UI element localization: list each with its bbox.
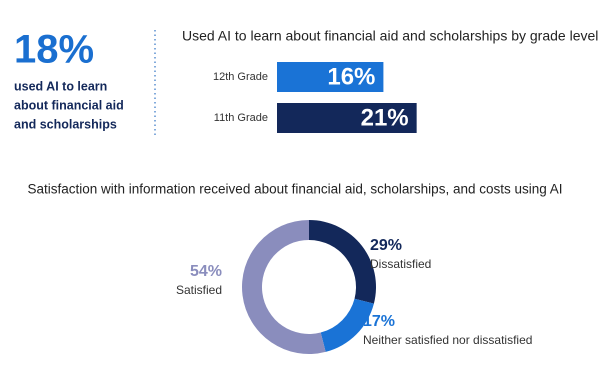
donut-slice <box>309 220 376 304</box>
bar <box>277 62 384 92</box>
highlight-text: about financial aid <box>14 98 124 112</box>
value-label: 21% <box>361 104 409 131</box>
donut-slice <box>242 220 326 354</box>
bar <box>277 103 417 133</box>
category-label: 11th Grade <box>214 112 268 124</box>
value-label: 16% <box>327 63 375 90</box>
bar-title: Used AI to learn about financial aid and… <box>182 28 598 44</box>
value-label: 29% <box>370 237 402 254</box>
donut-title: Satisfaction with information received a… <box>27 182 562 197</box>
highlight-text: and scholarships <box>14 117 117 131</box>
category-label: Dissatisfied <box>370 257 431 271</box>
highlight-figure: 18% <box>14 28 94 72</box>
value-label: 54% <box>190 263 222 280</box>
category-label: Neither satisfied nor dissatisfied <box>363 333 532 347</box>
highlight-text: used AI to learn <box>14 79 107 93</box>
donut-slice <box>320 298 374 352</box>
category-label: Satisfied <box>176 283 222 297</box>
category-label: 12th Grade <box>213 71 268 83</box>
value-label: 17% <box>363 313 395 330</box>
